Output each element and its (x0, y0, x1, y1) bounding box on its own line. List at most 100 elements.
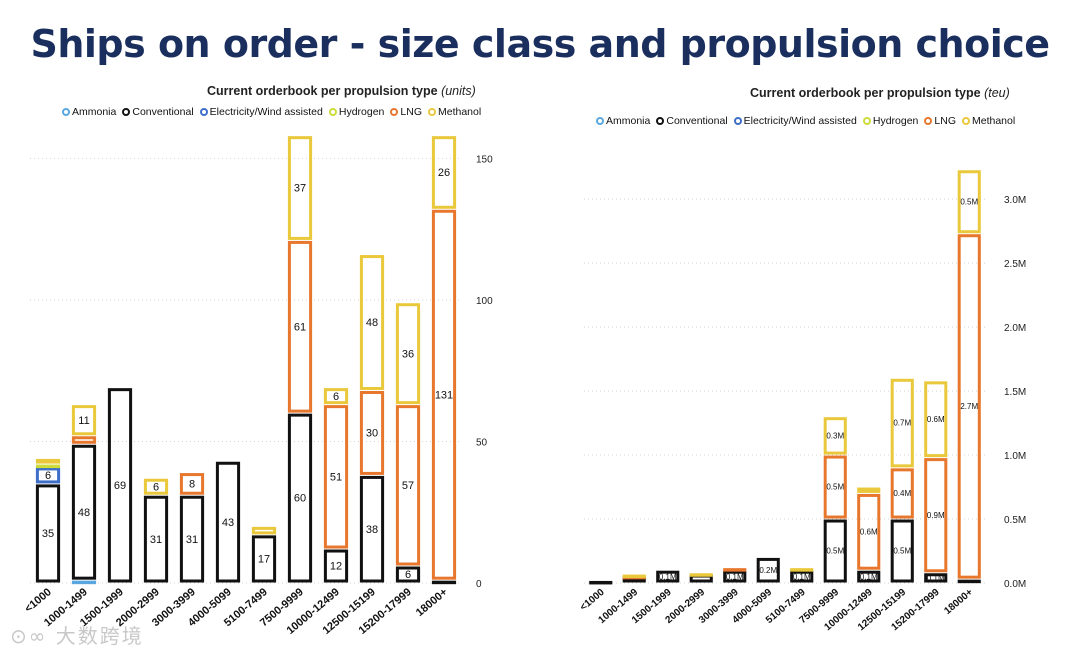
left-data-label: 6 (153, 481, 159, 493)
left-bar-electricity-wind-assisted-0[interactable] (35, 467, 61, 484)
legend-swatch-icon (62, 108, 70, 116)
left-legend-methanol[interactable]: Methanol (427, 106, 481, 118)
left-bar-methanol-0[interactable] (35, 458, 61, 464)
right-data-label: 0.3M (826, 432, 844, 441)
left-data-label: 60 (294, 493, 306, 505)
right-bar-conventional-2[interactable] (656, 570, 680, 583)
legend-label: Electricity/Wind assisted (209, 106, 323, 118)
left-bar-lng-8[interactable] (323, 405, 349, 549)
left-bar-conventional-8[interactable] (323, 549, 349, 583)
legend-swatch-icon (390, 108, 399, 116)
right-legend-conventional[interactable]: Conventional (656, 115, 728, 127)
right-bar-conventional-11[interactable] (957, 579, 981, 584)
left-bar-lng-11[interactable] (431, 209, 457, 580)
left-bar-methanol-11[interactable] (431, 136, 457, 209)
right-data-label: 2.7M (960, 402, 978, 411)
left-bar-conventional-10[interactable] (395, 566, 421, 583)
right-legend-hydrogen[interactable]: Hydrogen (862, 115, 918, 127)
right-legend-electricity-wind-assisted[interactable]: Electricity/Wind assisted (733, 115, 857, 127)
left-bar-methanol-7[interactable] (287, 136, 313, 240)
left-bar-conventional-5[interactable] (215, 461, 241, 583)
left-bar-conventional-7[interactable] (287, 413, 313, 583)
right-data-label: 0.9M (927, 511, 945, 520)
left-legend-lng[interactable]: LNG (390, 106, 422, 118)
right-bar-conventional-8[interactable] (857, 570, 881, 583)
left-bar-ammonia-1[interactable] (71, 580, 97, 585)
left-bar-methanol-6[interactable] (251, 526, 277, 535)
right-data-label: 0.2M (759, 566, 777, 575)
right-legend-ammonia[interactable]: Ammonia (596, 115, 650, 127)
left-bar-lng-10[interactable] (395, 405, 421, 566)
left-legend-hydrogen[interactable]: Hydrogen (328, 106, 384, 118)
right-legend-lng[interactable]: LNG (924, 115, 956, 127)
right-bar-lng-7[interactable] (823, 455, 847, 519)
left-bar-methanol-8[interactable] (323, 388, 349, 405)
right-bar-methanol-1[interactable] (622, 574, 646, 579)
left-bar-hydrogen-0[interactable] (35, 464, 61, 469)
right-chart-unit: (teu) (984, 86, 1010, 100)
right-bar-methanol-9[interactable] (890, 378, 914, 468)
right-bar-conventional-3[interactable] (689, 574, 713, 583)
right-data-label: 0.7M (893, 419, 911, 428)
left-bar-conventional-1[interactable] (71, 444, 97, 580)
left-bar-conventional-11[interactable] (431, 580, 457, 585)
left-chart: 050100150356<100048111000-1499691500-199… (23, 136, 493, 637)
left-bar-lng-4[interactable] (179, 473, 205, 495)
right-bar-methanol-3[interactable] (689, 573, 713, 577)
right-chart-title-text: Current orderbook per propulsion type (750, 86, 981, 100)
left-bar-conventional-9[interactable] (359, 475, 385, 583)
left-bar-conventional-3[interactable] (143, 495, 169, 583)
left-bar-conventional-4[interactable] (179, 495, 205, 583)
left-data-label: 69 (114, 480, 126, 492)
left-chart-unit: (units) (441, 84, 476, 98)
right-bar-conventional-7[interactable] (823, 519, 847, 583)
right-bar-methanol-7[interactable] (823, 417, 847, 455)
left-bar-lng-7[interactable] (287, 240, 313, 413)
left-legend-conventional[interactable]: Conventional (122, 106, 194, 118)
page-title: Ships on order - size class and propulsi… (30, 22, 1050, 66)
left-legend-electricity-wind-assisted[interactable]: Electricity/Wind assisted (199, 106, 323, 118)
left-bar-methanol-10[interactable] (395, 303, 421, 405)
right-bar-lng-11[interactable] (957, 234, 981, 579)
right-bar-methanol-6[interactable] (790, 568, 814, 572)
left-data-label: 30 (366, 428, 378, 440)
right-y-tick-label: 0.5M (1004, 515, 1026, 526)
right-bar-conventional-9[interactable] (890, 519, 914, 583)
legend-label: Electricity/Wind assisted (743, 115, 857, 127)
left-data-label: 48 (78, 507, 90, 519)
left-data-label: 38 (366, 524, 378, 536)
left-y-tick-label: 0 (476, 579, 482, 590)
left-bar-conventional-6[interactable] (251, 535, 277, 583)
right-bar-lng-10[interactable] (924, 458, 948, 573)
left-bar-lng-1[interactable] (71, 436, 97, 444)
right-bar-conventional-0[interactable] (589, 580, 613, 585)
left-bar-conventional-0[interactable] (35, 484, 61, 583)
left-bar-lng-9[interactable] (359, 390, 385, 475)
left-bar-conventional-2[interactable] (107, 388, 133, 583)
left-bar-methanol-1[interactable] (71, 405, 97, 436)
right-bar-methanol-10[interactable] (924, 381, 948, 458)
left-chart-title: Current orderbook per propulsion type (u… (207, 84, 476, 98)
left-legend: Ammonia Conventional Electricity/Wind assi… (62, 106, 481, 118)
right-bar-lng-4[interactable] (723, 568, 747, 572)
right-bar-conventional-6[interactable] (790, 570, 814, 583)
left-data-label: 31 (150, 534, 162, 546)
right-legend-methanol[interactable]: Methanol (961, 115, 1015, 127)
left-data-label: 6 (333, 391, 339, 403)
right-bar-methanol-11[interactable] (957, 170, 981, 234)
right-bar-conventional-4[interactable] (723, 570, 747, 583)
right-bar-methanol-8[interactable] (857, 487, 881, 493)
right-bar-conventional-10[interactable] (924, 573, 948, 583)
right-bar-lng-8[interactable] (857, 493, 881, 570)
left-bar-methanol-9[interactable] (359, 255, 385, 390)
right-data-label: 0.6M (927, 415, 945, 424)
watermark: ⊙∞ 大数跨境 (10, 624, 144, 648)
left-x-tick-label: <1000 (23, 586, 54, 615)
right-bar-lng-9[interactable] (890, 468, 914, 519)
left-y-tick-label: 150 (476, 154, 493, 165)
left-data-label: 48 (366, 317, 378, 329)
left-bar-methanol-3[interactable] (143, 478, 169, 495)
left-data-label: 131 (435, 389, 453, 401)
right-bar-conventional-5[interactable] (756, 557, 780, 583)
left-legend-ammonia[interactable]: Ammonia (62, 106, 116, 118)
